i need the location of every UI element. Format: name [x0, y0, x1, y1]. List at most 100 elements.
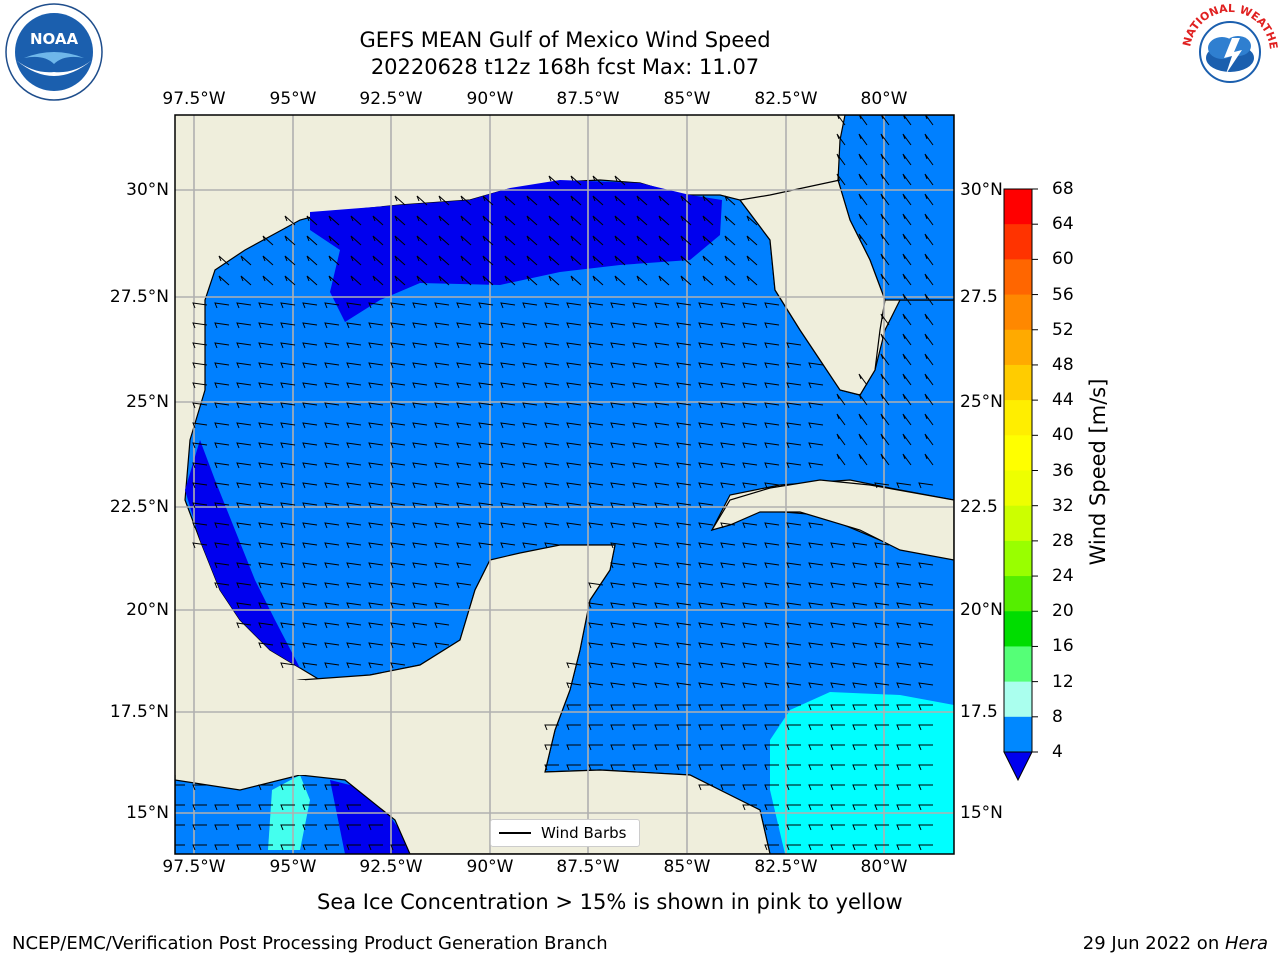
- wind-barb: [346, 502, 362, 509]
- wind-barb: [236, 824, 251, 831]
- wind-barb: [702, 235, 714, 246]
- wind-barb: [548, 215, 560, 226]
- wind-barb: [346, 642, 362, 649]
- wind-barb: [390, 442, 406, 449]
- colorbar-tick-label: 52: [1052, 319, 1074, 340]
- colorbar-tick-label: 28: [1052, 530, 1074, 551]
- wind-barb: [214, 844, 229, 851]
- wind-barb: [918, 724, 933, 731]
- wind-barb: [852, 642, 868, 649]
- wind-barb: [544, 442, 560, 449]
- wind-barb: [764, 442, 780, 449]
- colorbar-tick-label: 48: [1052, 354, 1074, 375]
- wind-barb: [654, 562, 670, 569]
- wind-barb: [570, 235, 582, 246]
- wind-barb: [720, 724, 735, 731]
- wind-barb: [526, 255, 538, 266]
- wind-barb: [852, 784, 867, 791]
- wind-barb: [720, 704, 735, 711]
- wind-barb: [742, 402, 758, 409]
- wind-barb: [680, 235, 692, 246]
- wind-barb: [698, 542, 714, 549]
- wind-barb: [902, 173, 912, 186]
- wind-barb: [236, 302, 252, 309]
- wind-barb: [676, 704, 691, 711]
- wind-barb: [874, 764, 889, 771]
- wind-barb: [902, 115, 912, 126]
- wind-barb: [764, 322, 780, 329]
- wind-barb: [676, 642, 692, 649]
- wind-barb: [394, 255, 406, 266]
- wind-barb: [588, 682, 604, 689]
- wind-barb: [924, 393, 934, 406]
- colorbar-band: [1004, 576, 1032, 612]
- mexico-interior-fill: [175, 680, 305, 775]
- wind-barb: [368, 442, 384, 449]
- wind-barb: [478, 542, 494, 549]
- wind-barb: [676, 662, 692, 669]
- wind-barb: [698, 724, 713, 731]
- wind-barb: [302, 582, 318, 589]
- wind-barb: [632, 482, 648, 489]
- wind-barb: [924, 153, 934, 166]
- wind-barb: [746, 275, 758, 286]
- wind-barb: [808, 704, 823, 711]
- wind-barb: [636, 235, 648, 246]
- wind-barb: [742, 522, 758, 529]
- wind-barb: [522, 322, 538, 329]
- wind-barb: [236, 362, 252, 369]
- wind-barb: [830, 602, 846, 609]
- wind-barb: [654, 302, 670, 309]
- wind-barb: [236, 622, 252, 629]
- wind-barb: [566, 422, 582, 429]
- wind-barb: [368, 342, 384, 349]
- lon-tick-top: 87.5°W: [556, 89, 620, 109]
- wind-barb: [390, 482, 406, 489]
- wind-barb: [896, 642, 912, 649]
- wind-barb: [482, 275, 494, 286]
- wind-barb: [438, 235, 450, 246]
- wind-barb: [372, 275, 384, 286]
- wind-barb: [368, 662, 384, 669]
- wind-barb: [302, 562, 318, 569]
- wind-barb: [610, 542, 626, 549]
- wind-barb: [192, 402, 208, 409]
- wind-barb: [324, 482, 340, 489]
- wind-barb: [302, 784, 317, 791]
- wind-barb: [544, 764, 559, 771]
- colorbar-band: [1004, 505, 1032, 542]
- wind-barb: [610, 382, 626, 389]
- wind-barb: [874, 602, 890, 609]
- wind-barb: [654, 442, 670, 449]
- wind-barb: [192, 442, 208, 449]
- wind-barb: [658, 255, 670, 266]
- wind-barb: [742, 322, 758, 329]
- wind-barb: [902, 433, 912, 446]
- wind-barb: [698, 522, 714, 529]
- wind-barb: [284, 275, 296, 286]
- wind-barb: [544, 362, 560, 369]
- wind-barb: [416, 195, 428, 206]
- wind-barb: [896, 824, 911, 831]
- wind-barb: [610, 704, 625, 711]
- wind-barb: [368, 824, 383, 831]
- wind-barb: [808, 602, 824, 609]
- lat-tick-left: 22.5°N: [109, 497, 169, 517]
- wind-barb: [544, 402, 560, 409]
- wind-barb: [280, 502, 296, 509]
- wind-barb: [306, 215, 318, 226]
- wind-barb: [610, 482, 626, 489]
- wind-barb: [280, 642, 296, 649]
- wind-barb: [880, 373, 890, 386]
- wind-barb: [504, 215, 516, 226]
- wind-barb: [786, 804, 801, 811]
- wind-barb: [214, 522, 230, 529]
- wind-barb: [588, 442, 604, 449]
- wind-barb: [522, 442, 538, 449]
- wind-barb: [500, 542, 516, 549]
- wind-barb: [258, 602, 274, 609]
- wind-barb: [236, 462, 252, 469]
- wind-barb: [460, 255, 472, 266]
- wind-barb: [918, 642, 934, 649]
- lon-tick-top: 92.5°W: [359, 89, 423, 109]
